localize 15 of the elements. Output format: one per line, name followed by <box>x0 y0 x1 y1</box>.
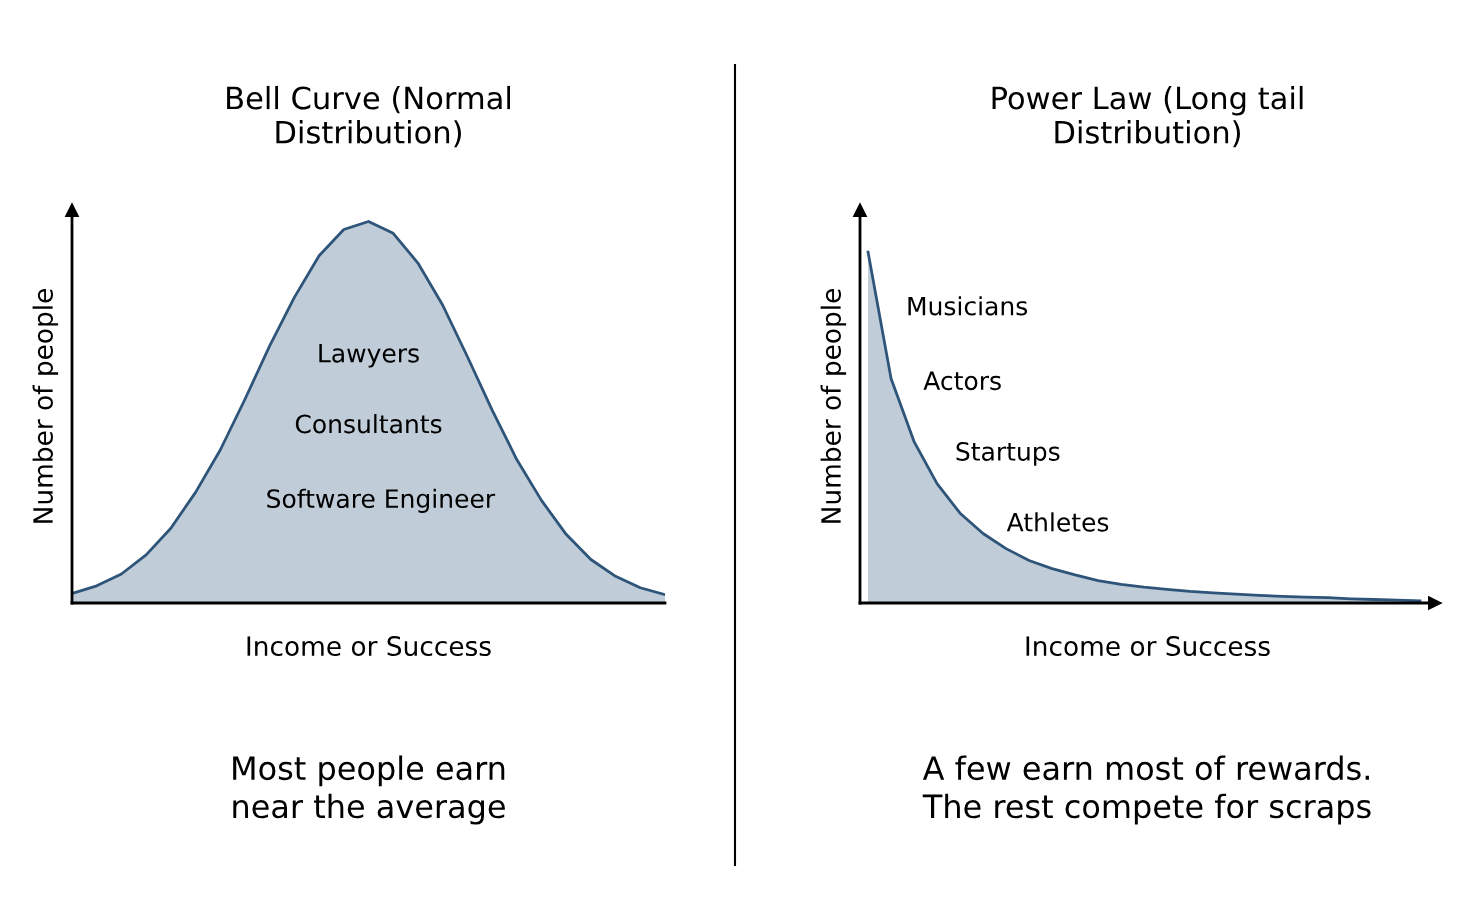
y-axis-title: Number of people <box>32 289 59 523</box>
x-axis-title: Income or Success <box>247 636 491 657</box>
annotation: Athletes <box>1006 512 1109 532</box>
text: Most people earn near the average <box>233 755 505 825</box>
annotation: Startups <box>956 442 1060 466</box>
annotation: Software Engineer <box>267 488 496 513</box>
x-axis-title: Income or Success <box>1026 636 1270 657</box>
annotation: Lawyers <box>319 344 419 368</box>
chart-title: Bell Curve (Normal Distribution) <box>227 85 511 148</box>
text: A few earn most of rewards. The rest compete for scraps <box>922 755 1371 825</box>
y-axis-title: Number of people <box>820 289 847 523</box>
chart-title: Power Law (Long tail Distribution) <box>992 85 1303 148</box>
annotation: Consultants <box>295 414 442 434</box>
annotation: Musicians <box>908 296 1028 316</box>
annotation: Actors <box>923 371 1001 391</box>
